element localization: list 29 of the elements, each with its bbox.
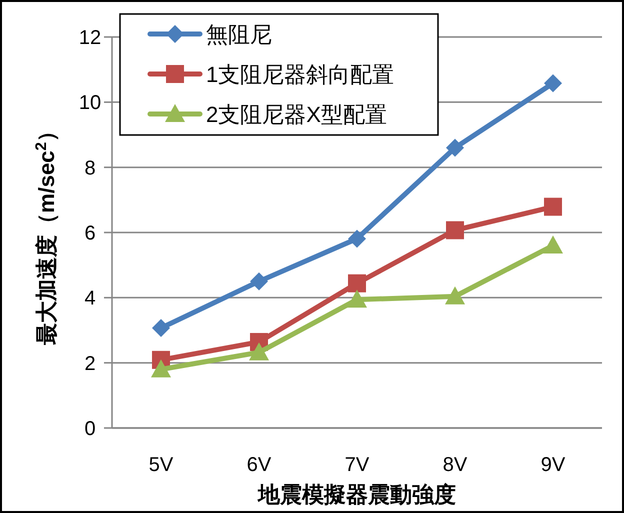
- x-tick-label: 5V: [148, 454, 174, 476]
- x-axis-title: 地震模擬器震動強度: [257, 482, 456, 507]
- x-tick-label: 8V: [442, 454, 468, 476]
- y-tick-label: 0: [84, 418, 96, 440]
- legend-label: 無阻尼: [206, 22, 272, 47]
- y-tick-label: 10: [78, 92, 102, 114]
- legend-label: 1支阻尼器斜向配置: [206, 62, 394, 87]
- point: [250, 272, 268, 290]
- point: [151, 359, 171, 378]
- point: [152, 318, 170, 337]
- point: [348, 230, 366, 248]
- point: [544, 74, 562, 92]
- legend-label: 2支阻尼器X型配置: [206, 102, 387, 127]
- point: [543, 236, 563, 254]
- point: [249, 342, 269, 360]
- point: [348, 274, 366, 292]
- x-tick-label: 6V: [246, 454, 272, 476]
- point: [445, 286, 465, 304]
- x-tick-label: 7V: [344, 454, 370, 476]
- y-tick-label: 2: [84, 352, 96, 375]
- point: [446, 221, 464, 240]
- point: [446, 138, 464, 157]
- point: [544, 198, 562, 216]
- x-tick-label: 9V: [540, 454, 566, 476]
- point: [347, 290, 367, 308]
- y-tick-label: 4: [84, 288, 96, 310]
- y-tick-label: 12: [78, 27, 102, 49]
- y-tick-label: 6: [84, 222, 96, 244]
- y-tick-label: 8: [84, 157, 96, 180]
